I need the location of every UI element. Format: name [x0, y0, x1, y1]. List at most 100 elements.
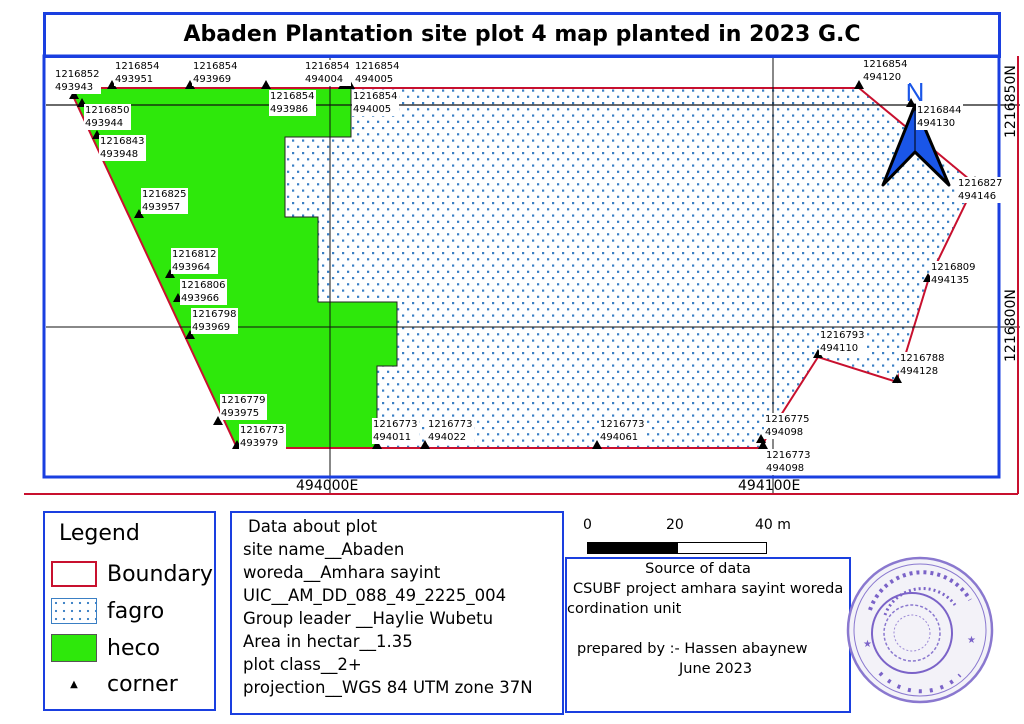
corner-easting: 493948	[100, 149, 139, 160]
corner-marker-icon	[134, 209, 144, 218]
legend-item-heco: heco	[51, 634, 160, 662]
corner-easting: 494130	[917, 118, 956, 129]
corner-easting: 493969	[192, 322, 231, 333]
corner-label: 1216812 493964	[171, 248, 218, 274]
corner-easting: 494128	[900, 366, 939, 377]
corner-marker-icon	[758, 440, 768, 449]
corner-label: 1216854 493951	[114, 60, 161, 86]
plot-data-line: woreda__Amhara sayint	[243, 563, 441, 582]
corner-label: 1216850 493944	[84, 104, 131, 130]
corner-label: 1216809 494135	[930, 261, 977, 287]
svg-text:★: ★	[863, 639, 872, 650]
corner-marker-icon	[185, 330, 195, 339]
corner-label: 1216773 494098	[765, 449, 812, 475]
corner-marker-icon	[756, 434, 766, 443]
corner-label: 1216854 494005	[352, 90, 399, 116]
grid-label-y-1216850: 1216850N	[1003, 65, 1019, 138]
corner-northing: 1216773	[373, 419, 418, 430]
corner-easting: 494061	[600, 432, 639, 443]
source-box: Source of data CSUBF project amhara sayi…	[565, 557, 851, 713]
grid-label-x-494000: 494000E	[296, 478, 359, 494]
corner-northing: 1216854	[193, 61, 238, 72]
corner-easting: 494098	[765, 427, 804, 438]
corner-easting: 494120	[863, 72, 902, 83]
legend-label: Boundary	[107, 561, 213, 587]
corner-label: 1216854 494005	[354, 60, 401, 86]
corner-northing: 1216779	[221, 395, 266, 406]
corner-label: 1216773 494011	[372, 418, 419, 444]
grid-label-x-494100: 494100E	[738, 478, 801, 494]
corner-northing: 1216773	[766, 450, 811, 461]
corner-marker-icon	[420, 440, 430, 449]
plot-data-line: plot class__2+	[243, 655, 362, 674]
corner-marker-icon	[213, 416, 223, 425]
corner-easting: 493969	[193, 74, 232, 85]
corner-northing: 1216773	[600, 419, 645, 430]
plot-data-line: projection__WGS 84 UTM zone 37N	[243, 678, 533, 697]
scale-label-40: 40 m	[755, 517, 791, 533]
corner-marker-icon	[107, 80, 117, 89]
corner-marker-icon	[372, 440, 382, 449]
plot-data-line: Area in hectar__1.35	[243, 632, 413, 651]
corner-label: 1216825 493957	[141, 188, 188, 214]
corner-label: 1216843 493948	[99, 135, 146, 161]
corner-marker-icon	[165, 269, 175, 278]
source-line: CSUBF project amhara sayint woreda	[573, 581, 844, 597]
corner-easting: 494110	[820, 343, 859, 354]
corner-easting: 493986	[270, 104, 309, 115]
corner-easting: 494146	[958, 191, 997, 202]
corner-label: 1216773 494061	[599, 418, 646, 444]
corner-northing: 1216843	[100, 136, 145, 147]
corner-label: 1216788 494128	[899, 352, 946, 378]
corner-label: 1216779 493975	[220, 394, 267, 420]
plot-data-line: site name__Abaden	[243, 540, 405, 559]
plot-data-heading: Data about plot	[248, 517, 378, 536]
prepared-by: prepared by :- Hassen abaynew	[577, 641, 808, 657]
corner-northing: 1216854	[305, 61, 350, 72]
corner-easting: 494022	[428, 432, 467, 443]
corner-northing: 1216844	[917, 105, 962, 116]
corner-easting: 494098	[766, 463, 805, 474]
official-stamp: ★ ★	[846, 556, 994, 704]
corner-northing: 1216798	[192, 309, 237, 320]
source-heading: Source of data	[645, 561, 751, 577]
legend-item-corner: ▲ corner	[51, 671, 178, 697]
corner-northing: 1216854	[863, 59, 908, 70]
corner-easting: 494005	[353, 104, 392, 115]
legend-item-boundary: Boundary	[51, 561, 213, 587]
corner-label: 1216854 494120	[862, 58, 909, 84]
source-line: cordination unit	[567, 601, 682, 617]
corner-northing: 1216809	[931, 262, 976, 273]
plot-data-line: Group leader __Haylie Wubetu	[243, 609, 494, 628]
corner-label: 1216854 493986	[269, 90, 316, 116]
scale-bar-white	[677, 542, 767, 554]
corner-marker-icon	[892, 374, 902, 383]
corner-easting: 494011	[373, 432, 412, 443]
scale-label-0: 0	[583, 517, 592, 533]
legend-label: corner	[107, 671, 178, 697]
legend-label: fagro	[107, 598, 165, 624]
corner-northing: 1216773	[240, 425, 285, 436]
corner-label: 1216854 494004	[304, 60, 351, 86]
corner-easting: 494005	[355, 74, 394, 85]
fagro-swatch	[51, 598, 97, 624]
boundary-swatch	[51, 561, 97, 587]
corner-northing: 1216852	[55, 69, 100, 80]
title-box: Abaden Plantation site plot 4 map plante…	[43, 12, 1001, 58]
plot-data-box: Data about plot site name__Abaden woreda…	[230, 511, 564, 715]
corner-marker-icon	[69, 90, 79, 99]
corner-northing: 1216850	[85, 105, 130, 116]
corner-northing: 1216788	[900, 353, 945, 364]
corner-easting: 493966	[181, 293, 220, 304]
triangle-icon: ▲	[70, 678, 78, 690]
corner-label: 1216773 494022	[427, 418, 474, 444]
corner-northing: 1216854	[115, 61, 160, 72]
corner-marker-icon	[185, 80, 195, 89]
corner-easting: 493944	[85, 118, 124, 129]
north-label: N	[906, 77, 925, 107]
corner-marker-icon	[813, 349, 823, 358]
corner-marker-icon	[854, 80, 864, 89]
corner-northing: 1216827	[958, 178, 1003, 189]
legend-item-fagro: fagro	[51, 598, 164, 624]
